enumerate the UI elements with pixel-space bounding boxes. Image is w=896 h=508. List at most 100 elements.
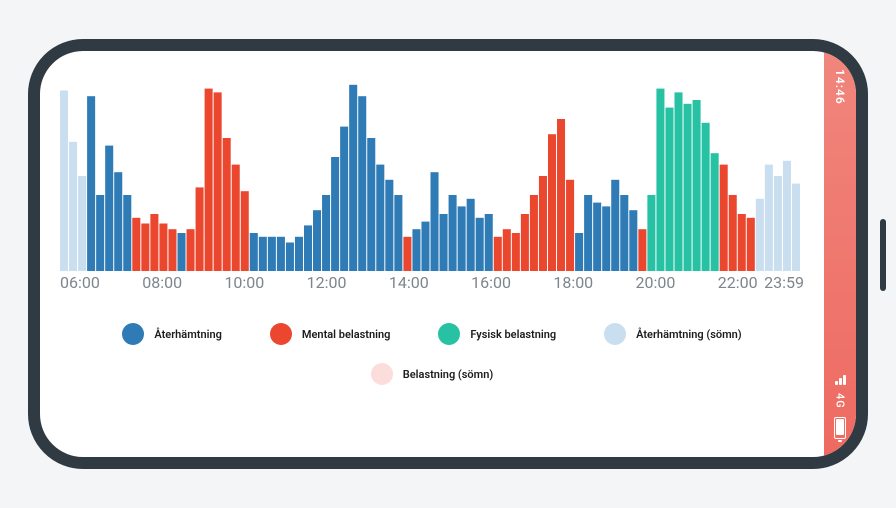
bar bbox=[241, 191, 249, 271]
bar bbox=[177, 233, 185, 271]
network-label: 4G bbox=[834, 393, 847, 409]
legend-item-recovery_sleep: Återhämtning (sömn) bbox=[604, 323, 742, 345]
bar bbox=[674, 92, 682, 271]
status-bar: 14:46 4G bbox=[824, 51, 856, 457]
legend-swatch bbox=[438, 323, 460, 345]
bar bbox=[313, 210, 321, 271]
bar bbox=[394, 195, 402, 271]
bar bbox=[159, 224, 167, 272]
x-tick-label: 18:00 bbox=[553, 273, 593, 292]
legend-swatch bbox=[371, 363, 393, 385]
bar bbox=[467, 199, 475, 271]
bar bbox=[205, 89, 213, 271]
bar bbox=[656, 89, 664, 271]
bar bbox=[521, 214, 529, 271]
bar bbox=[232, 165, 240, 271]
bar bbox=[250, 233, 258, 271]
x-tick-label: 06:00 bbox=[60, 273, 100, 292]
bar bbox=[403, 237, 411, 271]
bar bbox=[277, 237, 285, 271]
bar bbox=[729, 195, 737, 271]
bar bbox=[593, 203, 601, 271]
x-tick-label: 20:00 bbox=[636, 273, 676, 292]
bar bbox=[783, 161, 791, 271]
legend-label: Återhämtning bbox=[154, 328, 222, 341]
legend-label: Fysisk belastning bbox=[470, 328, 556, 341]
bar bbox=[620, 195, 628, 271]
bar bbox=[304, 225, 312, 271]
legend-item-recovery: Återhämtning bbox=[122, 323, 222, 345]
bar bbox=[322, 195, 330, 271]
bar bbox=[440, 214, 448, 271]
legend-item-physical: Fysisk belastning bbox=[438, 323, 556, 345]
clock: 14:46 bbox=[833, 69, 847, 105]
bar bbox=[60, 91, 68, 272]
bar bbox=[548, 134, 556, 271]
bar bbox=[476, 218, 484, 271]
bar bbox=[512, 233, 520, 271]
bar bbox=[295, 237, 303, 271]
bar bbox=[431, 172, 439, 271]
x-axis-labels: 06:00 08:00 10:00 12:00 14:00 16:00 18:00 20:00… bbox=[60, 271, 804, 295]
legend-item-mental: Mental belastning bbox=[270, 323, 391, 345]
bar bbox=[566, 180, 574, 271]
bar bbox=[114, 172, 122, 271]
bar bbox=[738, 214, 746, 271]
battery-icon bbox=[834, 417, 846, 439]
bar bbox=[223, 138, 231, 271]
bar bbox=[412, 229, 420, 271]
x-tick-label: 16:00 bbox=[471, 273, 511, 292]
legend-label: Återhämtning (sömn) bbox=[636, 328, 742, 341]
bar bbox=[584, 195, 592, 271]
bar bbox=[575, 233, 583, 271]
bar bbox=[259, 237, 267, 271]
bar bbox=[132, 218, 140, 271]
device-frame: 14:46 4G 06:00 08:00 10:00 12:00 14:00 16:00 1… bbox=[28, 39, 868, 469]
x-tick-label: 12:00 bbox=[307, 273, 347, 292]
bar bbox=[421, 222, 429, 271]
x-tick-label: 23:59 bbox=[764, 273, 804, 292]
bar-chart-svg bbox=[60, 81, 800, 271]
bar bbox=[69, 142, 77, 271]
bar bbox=[105, 146, 113, 271]
bar bbox=[367, 138, 375, 271]
bar bbox=[530, 195, 538, 271]
x-tick-label: 22:00 bbox=[718, 273, 758, 292]
legend-item-load_sleep: Belastning (sömn) bbox=[371, 363, 493, 385]
bar bbox=[557, 119, 565, 271]
chart-legend: Återhämtning Mental belastning Fysisk bela… bbox=[60, 295, 804, 385]
bar bbox=[196, 187, 204, 271]
bar bbox=[756, 199, 764, 271]
bar bbox=[96, 195, 104, 271]
device-side-button bbox=[880, 219, 886, 291]
bar bbox=[358, 96, 366, 271]
bar bbox=[693, 100, 701, 271]
legend-swatch bbox=[122, 323, 144, 345]
bar bbox=[349, 85, 357, 271]
bar bbox=[665, 108, 673, 271]
bar bbox=[539, 176, 547, 271]
bar bbox=[765, 165, 773, 271]
x-tick-label: 14:00 bbox=[389, 273, 429, 292]
bar bbox=[774, 176, 782, 271]
bar bbox=[503, 229, 511, 271]
bar bbox=[78, 176, 86, 271]
bar bbox=[168, 229, 176, 271]
bar bbox=[141, 224, 149, 272]
bar bbox=[123, 195, 131, 271]
daily-load-chart: 06:00 08:00 10:00 12:00 14:00 16:00 18:00 20:00… bbox=[60, 81, 804, 295]
bar bbox=[150, 214, 158, 271]
screen: 06:00 08:00 10:00 12:00 14:00 16:00 18:00 20:00… bbox=[40, 51, 824, 457]
bar bbox=[449, 195, 457, 271]
legend-label: Mental belastning bbox=[302, 328, 391, 341]
x-tick-label: 10:00 bbox=[224, 273, 264, 292]
x-tick-label: 08:00 bbox=[142, 273, 182, 292]
bar bbox=[638, 229, 646, 271]
bar bbox=[87, 96, 95, 271]
bar bbox=[629, 210, 637, 271]
signal-icon bbox=[835, 375, 846, 385]
legend-swatch bbox=[270, 323, 292, 345]
bar bbox=[268, 237, 276, 271]
bar bbox=[385, 180, 393, 271]
bar bbox=[747, 218, 755, 271]
